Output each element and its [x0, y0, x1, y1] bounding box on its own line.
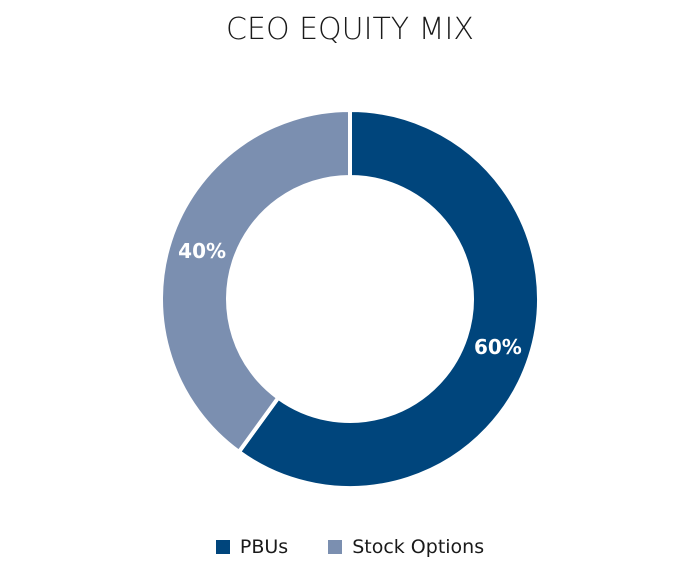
- legend-swatch-stock-options: [328, 540, 343, 554]
- legend-label-pbus: PBUs: [239, 536, 289, 558]
- legend-label-stock-options: Stock Options: [352, 536, 485, 558]
- slice-label-pbus: 60%: [474, 335, 522, 359]
- legend-item-pbus: PBUs: [215, 536, 289, 558]
- legend-item-stock-options: Stock Options: [328, 536, 484, 558]
- slice-label-stock-options: 40%: [178, 239, 226, 263]
- donut-slice-stock-options: [159, 107, 352, 455]
- chart-title: CEO EQUITY MIX: [226, 12, 474, 47]
- donut-slice-pbus: [236, 107, 541, 490]
- legend-swatch-pbus: [215, 540, 230, 554]
- legend: PBUs Stock Options: [0, 536, 700, 558]
